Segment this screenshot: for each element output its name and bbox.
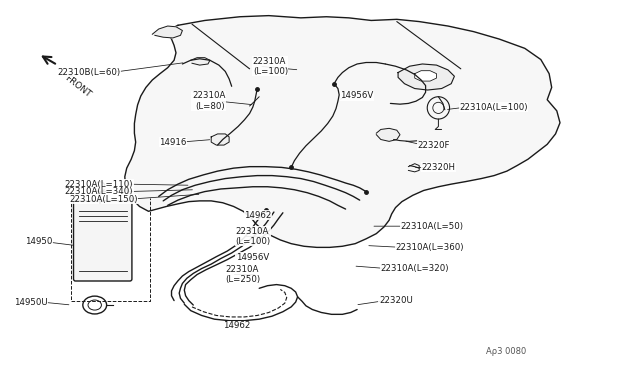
Text: 22310A
(L=80): 22310A (L=80)	[192, 92, 225, 111]
Text: 22310A
(L=250): 22310A (L=250)	[225, 265, 260, 284]
Polygon shape	[376, 128, 400, 141]
Polygon shape	[191, 58, 210, 65]
Text: 22320U: 22320U	[379, 296, 413, 305]
FancyBboxPatch shape	[74, 201, 132, 281]
Text: 22320F: 22320F	[417, 141, 450, 150]
Polygon shape	[152, 26, 182, 38]
Text: 22310A(L=150): 22310A(L=150)	[69, 195, 138, 203]
Polygon shape	[398, 64, 454, 90]
Text: 22310A(L=100): 22310A(L=100)	[460, 103, 528, 112]
Text: 22320H: 22320H	[421, 163, 455, 172]
Text: 22310A
(L=100): 22310A (L=100)	[253, 57, 288, 76]
Polygon shape	[125, 16, 560, 247]
Polygon shape	[415, 71, 436, 81]
Text: Aρ3 0080: Aρ3 0080	[486, 347, 527, 356]
Text: 22310B(L=60): 22310B(L=60)	[57, 68, 120, 77]
Text: 14950U: 14950U	[14, 298, 48, 307]
Text: 14962: 14962	[244, 211, 272, 219]
Text: FRONT: FRONT	[63, 73, 92, 99]
Text: 22310A
(L=100): 22310A (L=100)	[236, 227, 271, 246]
Text: 14956V: 14956V	[236, 253, 269, 262]
Text: 22310A(L=110): 22310A(L=110)	[65, 180, 133, 189]
Text: 14916: 14916	[159, 138, 187, 147]
Text: 22310A(L=340): 22310A(L=340)	[65, 187, 133, 196]
Circle shape	[95, 182, 105, 192]
Text: 22310A(L=360): 22310A(L=360)	[396, 243, 464, 252]
Text: 14956V: 14956V	[340, 92, 374, 100]
Text: 22310A(L=50): 22310A(L=50)	[400, 222, 463, 231]
Text: 14962: 14962	[223, 321, 250, 330]
Polygon shape	[211, 134, 229, 145]
Text: 14950: 14950	[25, 237, 52, 246]
Text: 22310A(L=320): 22310A(L=320)	[381, 264, 449, 273]
